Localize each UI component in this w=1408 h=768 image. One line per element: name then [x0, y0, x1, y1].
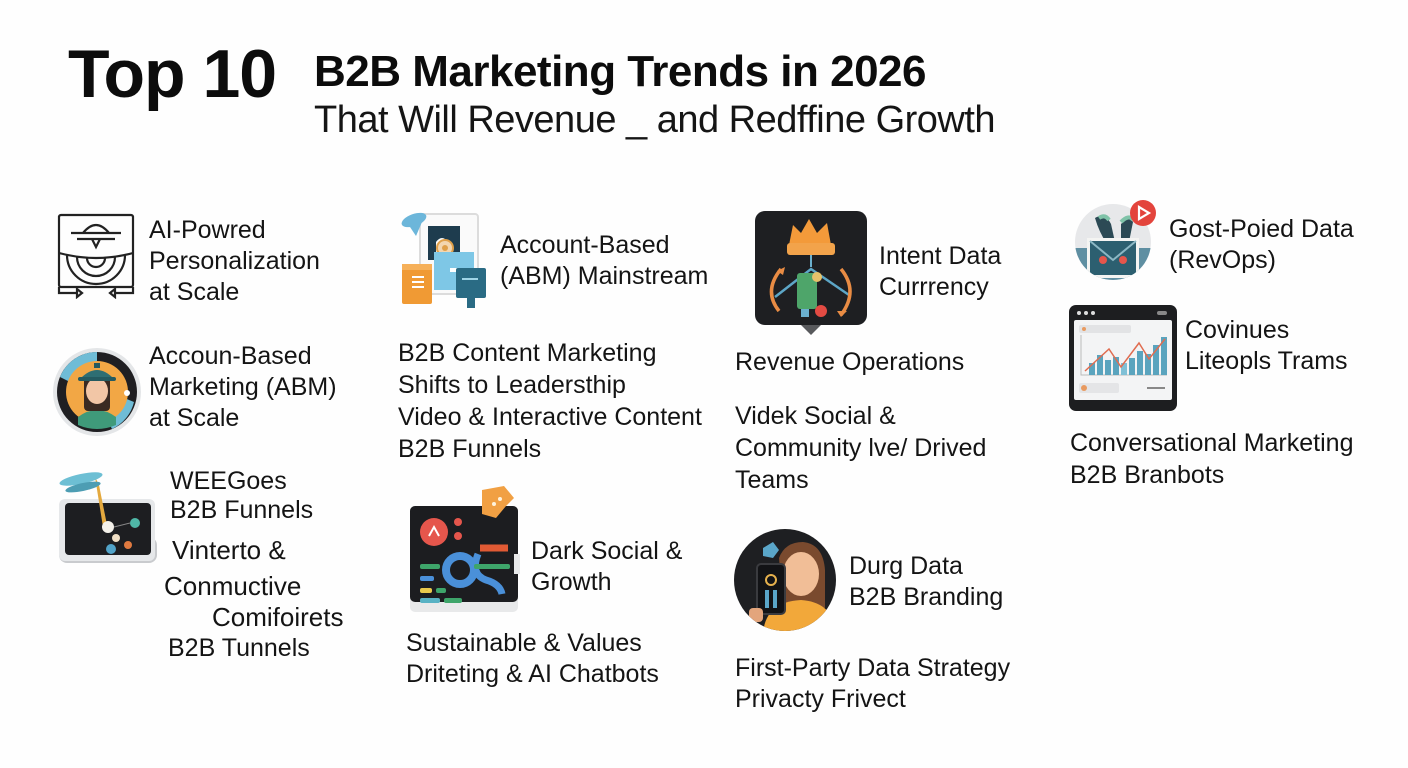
analytics-tablet-icon — [1069, 305, 1177, 411]
dark-social-dashboard-icon — [410, 484, 522, 614]
intent-data-crown-icon — [755, 211, 867, 335]
trend-interactive-line4: B2B Tunnels — [168, 634, 310, 662]
trend-interactive-line3: Comifoirets — [212, 602, 344, 632]
target-personalization-icon — [57, 213, 135, 299]
person-phone-icon — [733, 528, 837, 632]
avatar-worker-icon — [52, 347, 142, 437]
title-lead: Top 10 — [68, 36, 277, 112]
page-subtitle: That Will Revenue _ and Redffine Growth — [314, 99, 996, 141]
trend-ai-personalization: AI-Powred Personalization at Scale — [149, 216, 320, 306]
trend-revenue-operations: Revenue Operations — [735, 348, 965, 376]
trend-interactive: Vinterto & — [172, 535, 286, 565]
documents-abm-icon — [398, 208, 490, 310]
trend-revops: Gost-Poied Data (RevOps) — [1169, 215, 1354, 274]
trend-intent-data: Intent Data Currrency — [879, 242, 1002, 301]
trend-branding: Durg Data B2B Branding — [849, 552, 1004, 611]
trend-abm-at-scale: Accoun-Based Marketing (ABM) at Scale — [149, 342, 337, 432]
trend-continues: Covinues Liteopls Trams — [1185, 316, 1348, 375]
laptop-funnel-icon — [55, 465, 159, 565]
trend-interactive-line2: Conmuctive — [164, 571, 302, 601]
trend-dark-social: Dark Social & Growth — [531, 537, 683, 596]
page-title: B2B Marketing Trends in 2026 — [314, 47, 927, 96]
trend-first-party-data: First-Party Data Strategy Privacty Frive… — [735, 654, 1011, 713]
trend-abm-mainstream: Account-Based (ABM) Mainstream — [500, 231, 709, 290]
trend-sustainable: Sustainable & Values Driteting & AI Chat… — [406, 629, 659, 688]
envelope-revops-icon — [1071, 198, 1161, 282]
trend-conversational-marketing: Conversational Marketing B2B Branbots — [1070, 429, 1354, 489]
trend-content-marketing: B2B Content Marketing Shifts to Leaderst… — [398, 339, 702, 463]
trend-funnels: WEEGoes B2B Funnels — [170, 467, 314, 524]
trend-video-social: Videk Social & Community lve/ Drived Tea… — [735, 402, 987, 494]
